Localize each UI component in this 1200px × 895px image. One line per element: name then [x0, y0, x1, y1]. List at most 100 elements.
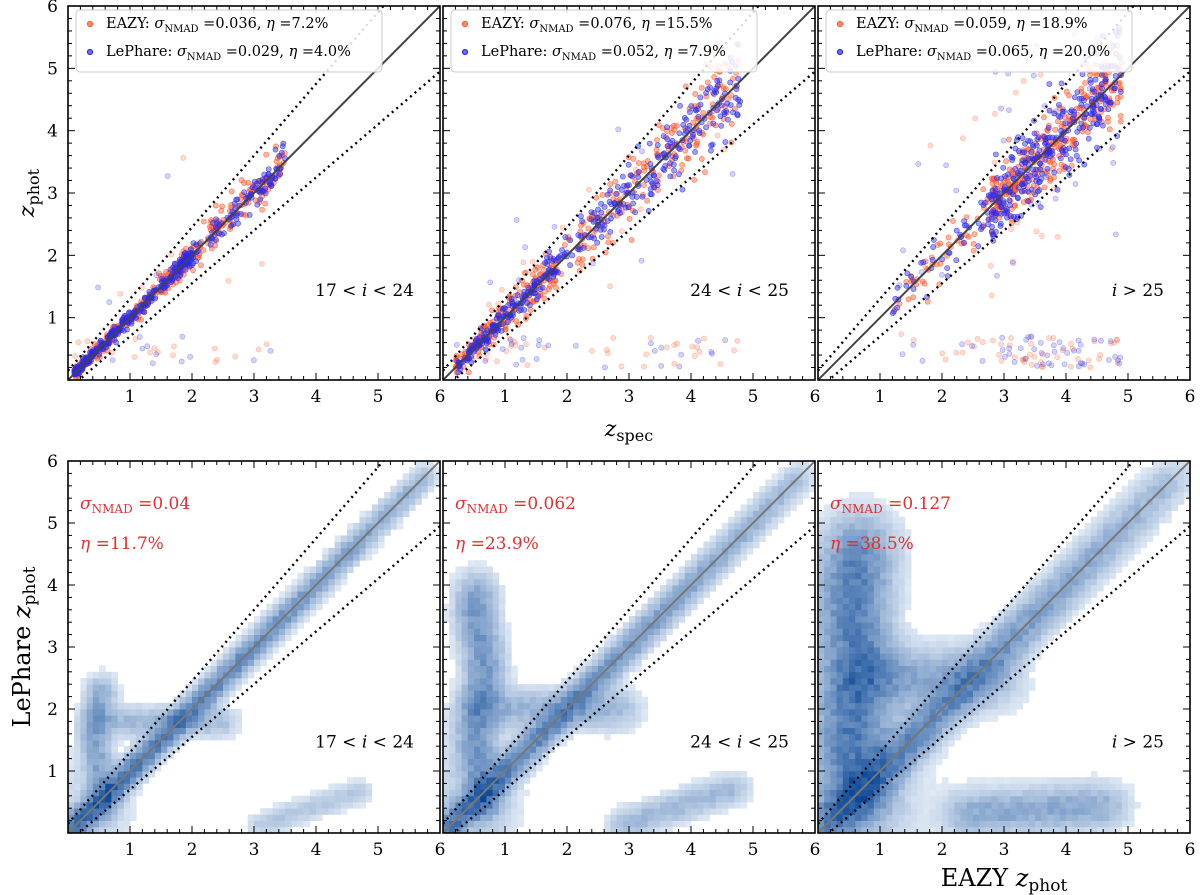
heatmap-cell	[591, 684, 599, 691]
data-point-eazy	[1020, 77, 1027, 84]
heatmap-cell	[492, 696, 500, 704]
heatmap-cell	[179, 709, 187, 716]
heatmap-cell	[142, 771, 149, 778]
heatmap-cell	[455, 665, 462, 673]
data-point-lephare	[622, 204, 629, 211]
data-point-eazy	[561, 242, 568, 248]
heatmap-cell	[117, 826, 125, 833]
heatmap-cell	[604, 696, 611, 704]
heatmap-cell	[480, 634, 487, 642]
heatmap-cell	[653, 802, 661, 809]
heatmap-cell	[105, 783, 112, 790]
heatmap-cell	[467, 665, 475, 673]
heatmap-cell	[629, 715, 636, 722]
data-point-lephare	[1030, 72, 1037, 79]
heatmap-cell	[117, 715, 125, 722]
heatmap-cell	[99, 702, 106, 710]
heatmap-cell	[235, 647, 242, 654]
heatmap-cell	[585, 665, 593, 673]
heatmap-cell	[728, 535, 735, 542]
heatmap-cell	[467, 653, 475, 660]
heatmap-cell	[567, 733, 574, 741]
data-point-lephare	[1057, 155, 1064, 162]
heatmap-cell	[505, 659, 512, 666]
heatmap-cell	[105, 678, 112, 685]
heatmap-cell	[359, 523, 366, 530]
heatmap-cell	[285, 622, 292, 629]
data-point-eazy	[945, 234, 952, 241]
heatmap-cell	[173, 702, 180, 710]
data-point-lephare	[638, 257, 645, 264]
heatmap-cell	[340, 572, 348, 580]
heatmap-cell	[461, 628, 469, 635]
heatmap-cell	[415, 473, 422, 480]
heatmap-cell	[297, 609, 304, 617]
heatmap-cell	[443, 814, 450, 821]
heatmap-cell	[192, 727, 199, 735]
heatmap-cell	[709, 783, 717, 790]
heatmap-cell	[784, 492, 791, 499]
data-point-eazy	[1117, 118, 1124, 125]
heatmap-cell	[455, 808, 462, 815]
data-point-eazy	[590, 244, 597, 251]
heatmap-cell	[492, 634, 500, 642]
heatmap-cell	[443, 764, 450, 772]
data-point-eazy	[212, 359, 219, 365]
heatmap-cell	[340, 541, 348, 549]
data-point-lephare	[1070, 347, 1077, 354]
heatmap-cell	[278, 628, 286, 635]
heatmap-cell	[74, 777, 81, 784]
heatmap-cell	[492, 678, 500, 685]
heatmap-cell	[192, 733, 199, 741]
data-point-lephare	[261, 171, 268, 178]
heatmap-cell	[542, 746, 549, 753]
heatmap-cell	[492, 826, 500, 833]
heatmap-cell	[641, 603, 648, 611]
outlier-bound-upper	[68, 461, 385, 825]
data-point-eazy	[541, 344, 548, 351]
heatmap-cell	[505, 826, 512, 833]
data-point-lephare	[1075, 363, 1082, 370]
heatmap-cell	[161, 715, 168, 722]
heatmap-cell	[517, 771, 524, 778]
heatmap-cell	[449, 634, 456, 642]
heatmap-cell	[790, 492, 797, 499]
heatmap-cell	[455, 622, 462, 629]
heatmap-cell	[409, 498, 416, 505]
heatmap-cell	[474, 653, 481, 660]
heatmap-cell	[765, 498, 772, 505]
data-point-lephare	[1023, 336, 1030, 343]
heatmap-cell	[235, 640, 242, 648]
heatmap-cell	[92, 709, 100, 716]
heatmap-cell	[759, 492, 766, 499]
data-point-lephare	[919, 357, 926, 364]
heatmap-cell	[660, 789, 667, 797]
heatmap-cell	[303, 814, 311, 821]
data-point-eazy	[503, 348, 510, 355]
heatmap-cell	[74, 721, 81, 728]
data-point-lephare	[184, 252, 191, 259]
data-point-eazy	[689, 343, 696, 350]
data-point-lephare	[1091, 336, 1098, 343]
heatmap-cell	[598, 709, 605, 716]
heatmap-cell	[80, 783, 87, 790]
heatmap-cell	[461, 622, 469, 629]
heatmap-cell	[92, 721, 100, 728]
heatmap-cell	[92, 758, 100, 766]
heatmap-cell	[272, 597, 280, 604]
heatmap-cell	[585, 659, 593, 666]
heatmap-cell	[660, 628, 667, 635]
heatmap-cell	[74, 733, 81, 741]
heatmap-cell	[353, 789, 360, 797]
data-point-eazy	[72, 353, 78, 359]
data-point-lephare	[514, 292, 521, 298]
heatmap-cell	[92, 808, 100, 815]
heatmap-cell	[517, 789, 524, 797]
data-point-lephare	[692, 148, 698, 155]
heatmap-cell	[734, 783, 741, 790]
data-point-eazy	[971, 231, 978, 238]
heatmap-cell	[560, 721, 568, 728]
heatmap-cell	[691, 777, 698, 784]
data-point-eazy	[1054, 354, 1061, 361]
heatmap-cell	[629, 814, 636, 821]
